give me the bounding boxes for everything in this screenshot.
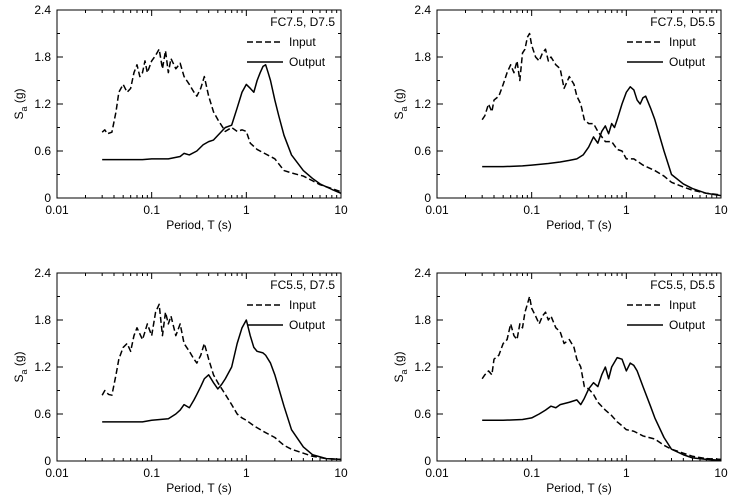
y-tick-label: 0 xyxy=(424,191,431,205)
y-axis-label: Sa (g) xyxy=(392,351,409,382)
x-tick-label: 10 xyxy=(714,203,728,217)
x-axis-label: Period, T (s) xyxy=(166,481,232,495)
series-line-input xyxy=(101,303,342,461)
y-tick-label: 1.2 xyxy=(34,360,51,374)
y-tick-label: 2.4 xyxy=(34,3,51,17)
series-line-input xyxy=(481,32,722,196)
x-tick-label: 1 xyxy=(623,466,630,480)
legend-label-output: Output xyxy=(669,55,706,69)
x-tick-label: 0.1 xyxy=(143,203,160,217)
y-axis-label: Sa (g) xyxy=(12,351,29,382)
y-axis-label-sub: a xyxy=(19,106,29,111)
legend-label-input: Input xyxy=(669,35,696,49)
y-axis-label-unit: (g) xyxy=(392,351,406,369)
y-axis-label-unit: (g) xyxy=(392,88,406,106)
legend-label-output: Output xyxy=(289,55,326,69)
legend-label-input: Input xyxy=(289,35,316,49)
y-tick-label: 2.4 xyxy=(34,266,51,280)
series-line-input xyxy=(101,48,342,193)
series-line-output xyxy=(482,356,722,461)
y-axis-label-main: S xyxy=(12,375,26,383)
y-tick-label: 0 xyxy=(44,454,51,468)
y-tick-label: 0.6 xyxy=(414,407,431,421)
y-tick-label: 0.6 xyxy=(34,144,51,158)
x-tick-label: 10 xyxy=(334,466,348,480)
y-axis-label-main: S xyxy=(392,375,406,383)
x-axis-label: Period, T (s) xyxy=(546,218,612,232)
y-tick-label: 2.4 xyxy=(414,3,431,17)
y-tick-label: 1.8 xyxy=(34,313,51,327)
legend-label-input: Input xyxy=(669,298,696,312)
y-tick-label: 1.8 xyxy=(414,50,431,64)
y-axis-label: Sa (g) xyxy=(12,88,29,119)
y-axis-label-sub: a xyxy=(399,106,409,111)
case-label: FC7.5, D7.5 xyxy=(270,15,335,29)
y-axis-label: Sa (g) xyxy=(392,88,409,119)
x-tick-label: 1 xyxy=(243,466,250,480)
x-tick-label: 0.01 xyxy=(45,466,69,480)
x-tick-label: 0.1 xyxy=(523,466,540,480)
x-axis-label: Period, T (s) xyxy=(546,481,612,495)
y-tick-label: 1.2 xyxy=(34,97,51,111)
y-axis-label-main: S xyxy=(392,112,406,120)
x-tick-label: 10 xyxy=(714,466,728,480)
case-label: FC5.5, D5.5 xyxy=(650,278,715,292)
legend-label-input: Input xyxy=(289,298,316,312)
legend-label-output: Output xyxy=(669,318,706,332)
y-tick-label: 2.4 xyxy=(414,266,431,280)
y-tick-label: 1.2 xyxy=(414,97,431,111)
y-axis-label-unit: (g) xyxy=(12,351,26,369)
y-tick-label: 0 xyxy=(44,191,51,205)
series-line-output xyxy=(102,64,342,194)
case-label: FC5.5, D7.5 xyxy=(270,278,335,292)
y-axis-label-sub: a xyxy=(19,369,29,374)
x-tick-label: 0.01 xyxy=(425,203,449,217)
chart-panel-1: 0.01 0.1 1 10 0 0.6 1.2 1.8 2.4 Period, T (s) Sa (… xyxy=(12,3,348,232)
series-line-output xyxy=(482,86,722,197)
series-line-input xyxy=(481,295,722,461)
y-axis-label-sub: a xyxy=(399,369,409,374)
legend-label-output: Output xyxy=(289,318,326,332)
x-tick-label: 0.1 xyxy=(143,466,160,480)
chart-panel-4: 0.01 0.1 1 10 0 0.6 1.2 1.8 2.4 Period, T (s) Sa (… xyxy=(392,266,728,495)
y-tick-label: 1.2 xyxy=(414,360,431,374)
y-axis-label-main: S xyxy=(12,112,26,120)
x-tick-label: 0.01 xyxy=(425,466,449,480)
y-tick-label: 1.8 xyxy=(34,50,51,64)
x-tick-label: 10 xyxy=(334,203,348,217)
x-tick-label: 1 xyxy=(243,203,250,217)
y-tick-label: 0 xyxy=(424,454,431,468)
case-label: FC7.5, D5.5 xyxy=(650,15,715,29)
chart-panel-2: 0.01 0.1 1 10 0 0.6 1.2 1.8 2.4 Period, T (s) Sa (… xyxy=(392,3,728,232)
y-tick-label: 0.6 xyxy=(414,144,431,158)
series-line-output xyxy=(102,319,342,461)
x-axis-label: Period, T (s) xyxy=(166,218,232,232)
x-tick-label: 0.1 xyxy=(523,203,540,217)
x-tick-label: 0.01 xyxy=(45,203,69,217)
x-tick-label: 1 xyxy=(623,203,630,217)
y-tick-label: 0.6 xyxy=(34,407,51,421)
y-tick-label: 1.8 xyxy=(414,313,431,327)
y-axis-label-unit: (g) xyxy=(12,88,26,106)
chart-panel-3: 0.01 0.1 1 10 0 0.6 1.2 1.8 2.4 Period, T (s) Sa (… xyxy=(12,266,348,495)
